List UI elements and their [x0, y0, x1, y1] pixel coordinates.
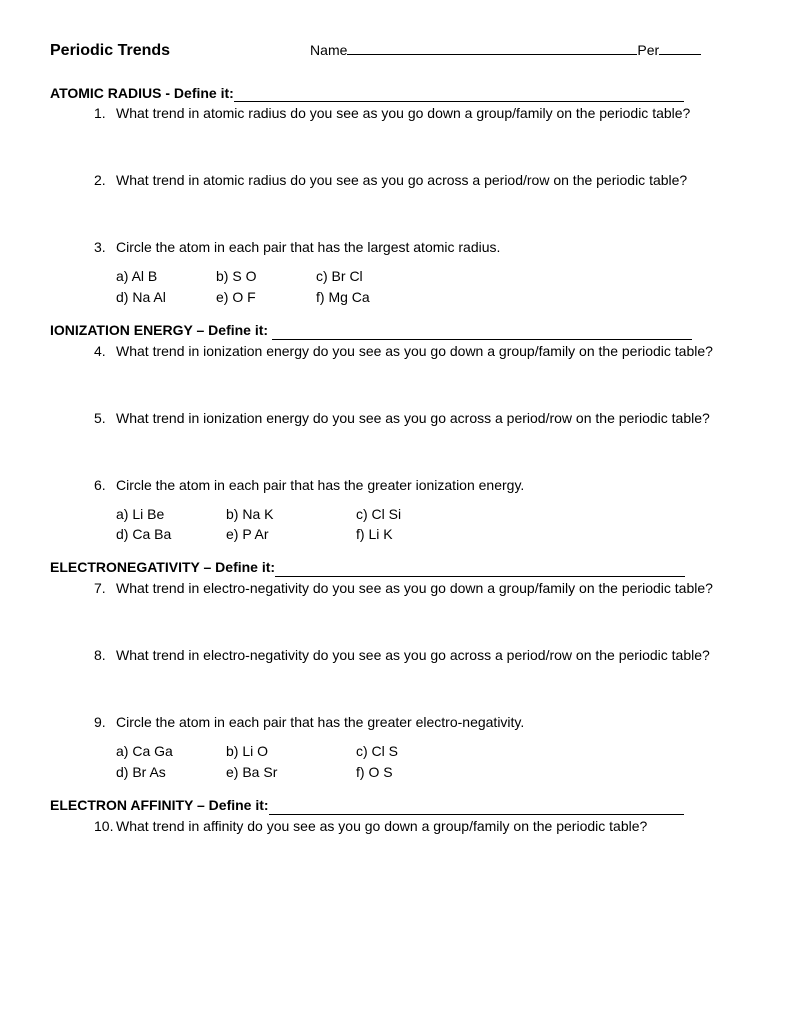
question-10: 10. What trend in affinity do you see as…	[94, 817, 741, 836]
question-3: 3. Circle the atom in each pair that has…	[94, 238, 741, 257]
section-heading-text: ELECTRON AFFINITY – Define it:	[50, 797, 269, 813]
pair-d: d) Ca Ba	[116, 525, 226, 544]
name-blank[interactable]	[347, 40, 637, 55]
worksheet-title: Periodic Trends	[50, 40, 170, 62]
pair-a: a) Al B	[116, 267, 216, 286]
pairs-block-electronegativity: a) Ca Ga b) Li O c) Cl S d) Br As e) Ba …	[116, 742, 741, 782]
pairs-row: a) Al B b) S O c) Br Cl	[116, 267, 741, 286]
question-text: What trend in ionization energy do you s…	[116, 342, 741, 361]
header-row: Periodic Trends Name Per	[50, 40, 741, 62]
define-blank[interactable]	[275, 562, 685, 577]
question-7: 7. What trend in electro-negativity do y…	[94, 579, 741, 598]
section-electron-affinity-header: ELECTRON AFFINITY – Define it:	[50, 796, 741, 815]
question-text: Circle the atom in each pair that has th…	[116, 476, 741, 495]
question-number: 3.	[94, 238, 116, 257]
section-heading-text: IONIZATION ENERGY – Define it:	[50, 322, 272, 338]
pairs-block-atomic-radius: a) Al B b) S O c) Br Cl d) Na Al e) O F …	[116, 267, 741, 307]
section-atomic-radius-header: ATOMIC RADIUS - Define it:	[50, 84, 741, 103]
question-number: 8.	[94, 646, 116, 665]
question-text: What trend in atomic radius do you see a…	[116, 104, 741, 123]
section-heading-text: ATOMIC RADIUS - Define it:	[50, 85, 234, 101]
question-number: 5.	[94, 409, 116, 428]
pairs-row: d) Br As e) Ba Sr f) O S	[116, 763, 741, 782]
question-text: Circle the atom in each pair that has th…	[116, 713, 741, 732]
per-label: Per	[637, 41, 659, 60]
question-text: What trend in electro-negativity do you …	[116, 646, 741, 665]
pair-f: f) Mg Ca	[316, 288, 416, 307]
pair-d: d) Na Al	[116, 288, 216, 307]
pair-c: c) Cl Si	[356, 505, 456, 524]
define-blank[interactable]	[234, 87, 684, 102]
question-text: What trend in affinity do you see as you…	[116, 817, 741, 836]
pair-d: d) Br As	[116, 763, 226, 782]
pair-c: c) Cl S	[356, 742, 456, 761]
pair-c: c) Br Cl	[316, 267, 416, 286]
section-heading-text: ELECTRONEGATIVITY – Define it:	[50, 559, 275, 575]
define-blank[interactable]	[269, 800, 684, 815]
question-number: 1.	[94, 104, 116, 123]
question-text: Circle the atom in each pair that has th…	[116, 238, 741, 257]
pair-a: a) Ca Ga	[116, 742, 226, 761]
question-number: 4.	[94, 342, 116, 361]
pair-b: b) Li O	[226, 742, 356, 761]
question-text: What trend in ionization energy do you s…	[116, 409, 741, 428]
worksheet-page: Periodic Trends Name Per ATOMIC RADIUS -…	[0, 0, 791, 1024]
pair-e: e) P Ar	[226, 525, 356, 544]
pairs-row: d) Ca Ba e) P Ar f) Li K	[116, 525, 741, 544]
pairs-row: a) Ca Ga b) Li O c) Cl S	[116, 742, 741, 761]
per-blank[interactable]	[659, 40, 701, 55]
name-label: Name	[310, 41, 347, 60]
question-9: 9. Circle the atom in each pair that has…	[94, 713, 741, 732]
pair-b: b) S O	[216, 267, 316, 286]
question-2: 2. What trend in atomic radius do you se…	[94, 171, 741, 190]
question-number: 7.	[94, 579, 116, 598]
question-1: 1. What trend in atomic radius do you se…	[94, 104, 741, 123]
pair-e: e) O F	[216, 288, 316, 307]
pair-a: a) Li Be	[116, 505, 226, 524]
pairs-row: a) Li Be b) Na K c) Cl Si	[116, 505, 741, 524]
question-text: What trend in electro-negativity do you …	[116, 579, 741, 598]
question-5: 5. What trend in ionization energy do yo…	[94, 409, 741, 428]
section-ionization-energy-header: IONIZATION ENERGY – Define it:	[50, 321, 741, 340]
pair-e: e) Ba Sr	[226, 763, 356, 782]
question-number: 2.	[94, 171, 116, 190]
pairs-block-ionization-energy: a) Li Be b) Na K c) Cl Si d) Ca Ba e) P …	[116, 505, 741, 545]
question-6: 6. Circle the atom in each pair that has…	[94, 476, 741, 495]
question-4: 4. What trend in ionization energy do yo…	[94, 342, 741, 361]
question-8: 8. What trend in electro-negativity do y…	[94, 646, 741, 665]
question-number: 9.	[94, 713, 116, 732]
pairs-row: d) Na Al e) O F f) Mg Ca	[116, 288, 741, 307]
pair-f: f) Li K	[356, 525, 456, 544]
pair-b: b) Na K	[226, 505, 356, 524]
define-blank[interactable]	[272, 325, 692, 340]
question-text: What trend in atomic radius do you see a…	[116, 171, 741, 190]
question-number: 10.	[94, 817, 116, 836]
section-electronegativity-header: ELECTRONEGATIVITY – Define it:	[50, 558, 741, 577]
pair-f: f) O S	[356, 763, 456, 782]
question-number: 6.	[94, 476, 116, 495]
